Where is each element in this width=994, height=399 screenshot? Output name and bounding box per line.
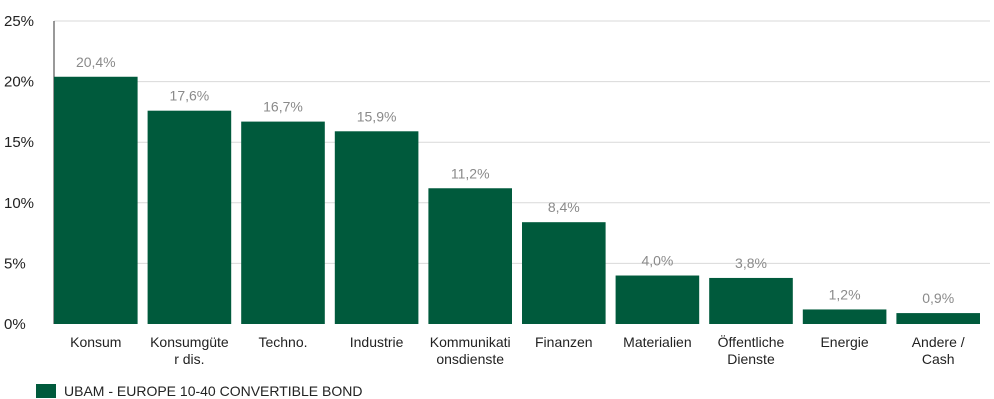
legend: UBAM - EUROPE 10-40 CONVERTIBLE BOND [36, 383, 362, 399]
x-tick-label: onsdienste [436, 351, 504, 367]
x-tick-label: Konsum [70, 334, 121, 350]
x-tick-label: Konsumgüte [150, 334, 229, 350]
bar [241, 121, 325, 324]
data-label: 16,7% [263, 99, 303, 115]
y-tick-label: 20% [4, 74, 34, 91]
y-tick-label: 5% [4, 255, 26, 272]
legend-swatch [36, 384, 56, 398]
data-label: 17,6% [170, 88, 210, 104]
bar [334, 131, 419, 324]
data-label: 1,2% [829, 286, 861, 302]
bar [428, 188, 512, 324]
data-label: 4,0% [641, 253, 673, 269]
bar [54, 76, 138, 324]
bar [147, 110, 232, 324]
data-label: 8,4% [548, 199, 580, 215]
data-label: 3,8% [735, 255, 767, 271]
data-label: 15,9% [357, 108, 397, 124]
x-tick-label: Andere / [912, 334, 965, 350]
bar [896, 313, 980, 324]
x-tick-label: Finanzen [535, 334, 593, 350]
y-tick-label: 0% [4, 316, 26, 333]
x-tick-label: Energie [820, 334, 868, 350]
x-tick-label: Kommunikati [430, 334, 511, 350]
y-tick-label: 15% [4, 134, 34, 151]
x-tick-label: r dis. [174, 351, 204, 367]
x-tick-label: Cash [922, 351, 955, 367]
data-label: 20,4% [76, 54, 116, 70]
x-tick-label: Industrie [350, 334, 404, 350]
legend-label: UBAM - EUROPE 10-40 CONVERTIBLE BOND [64, 383, 363, 399]
x-tick-label: Dienste [727, 351, 775, 367]
bar [615, 275, 700, 324]
bar-chart: 0% 5% 10% 15% 20% 25% 20,4% Konsum 17,6% Konsumgü… [4, 13, 990, 367]
x-tick-label: Öffentliche [718, 333, 785, 350]
bar [522, 222, 606, 324]
y-tick-label: 10% [4, 195, 34, 212]
x-tick-label: Techno. [258, 334, 307, 350]
bar [802, 309, 887, 324]
data-label: 0,9% [922, 290, 954, 306]
y-tick-label: 25% [4, 13, 34, 30]
data-label: 11,2% [451, 165, 490, 181]
x-tick-label: Materialien [623, 334, 691, 350]
bar [709, 277, 793, 324]
